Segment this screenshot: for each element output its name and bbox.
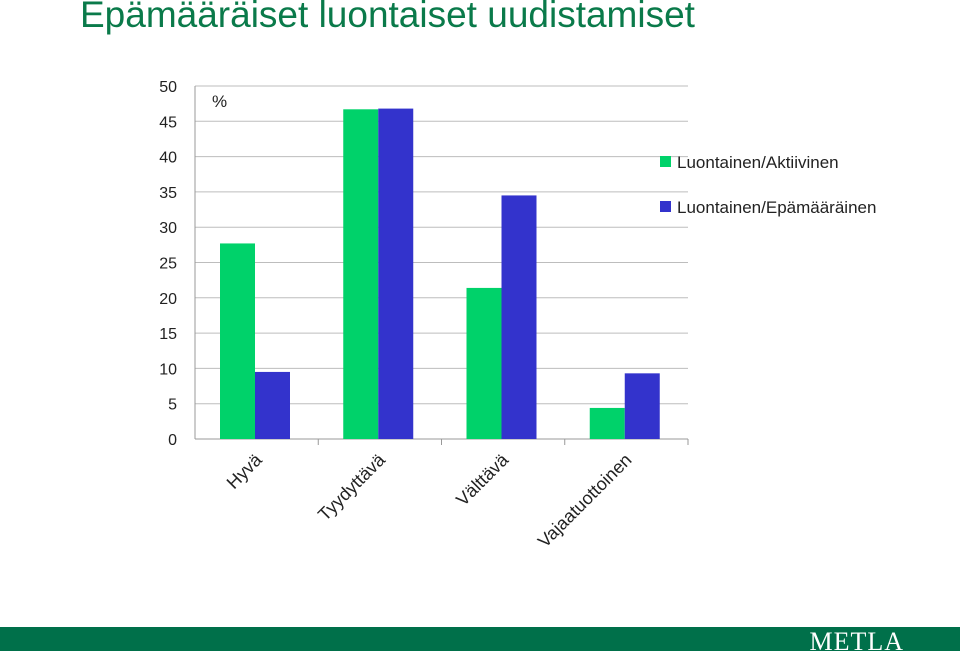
bar-1 bbox=[589, 407, 625, 439]
y-tick-label: 10 bbox=[159, 361, 177, 378]
slide-title: Epämääräiset luontaiset uudistamiset bbox=[80, 0, 695, 35]
footer-bar: METLA bbox=[0, 627, 960, 656]
bar-2 bbox=[255, 371, 290, 439]
y-tick-label: 25 bbox=[159, 256, 177, 273]
y-tick-label: 50 bbox=[159, 79, 177, 96]
y-tick-label: 20 bbox=[159, 291, 177, 308]
y-tick-label: 40 bbox=[159, 150, 177, 167]
bar-2 bbox=[501, 195, 537, 439]
legend-swatch bbox=[660, 156, 671, 167]
bar-2 bbox=[624, 373, 660, 439]
legend-swatch bbox=[660, 201, 671, 212]
x-category-label: Tyydyttävä bbox=[314, 449, 390, 525]
bar-1 bbox=[466, 287, 502, 439]
y-tick-label: 35 bbox=[159, 185, 177, 202]
y-tick-label: 45 bbox=[159, 114, 177, 131]
bar-1 bbox=[343, 109, 379, 439]
bar-2 bbox=[378, 108, 414, 439]
y-axis-label: % bbox=[212, 92, 227, 111]
x-category-label: Välttävä bbox=[452, 449, 513, 510]
y-tick-label: 30 bbox=[159, 220, 177, 237]
legend-label: Luontainen/Epämääräinen bbox=[677, 198, 876, 217]
y-tick-label: 15 bbox=[159, 326, 177, 343]
y-tick-label: 0 bbox=[168, 432, 177, 449]
legend-label: Luontainen/Aktiivinen bbox=[677, 153, 839, 172]
x-category-label: Hyvä bbox=[223, 449, 267, 493]
x-category-label: Vajaatuottoinen bbox=[534, 450, 636, 552]
metla-logo: METLA bbox=[809, 627, 904, 656]
y-tick-label: 5 bbox=[168, 397, 177, 414]
bar-1 bbox=[220, 243, 255, 439]
